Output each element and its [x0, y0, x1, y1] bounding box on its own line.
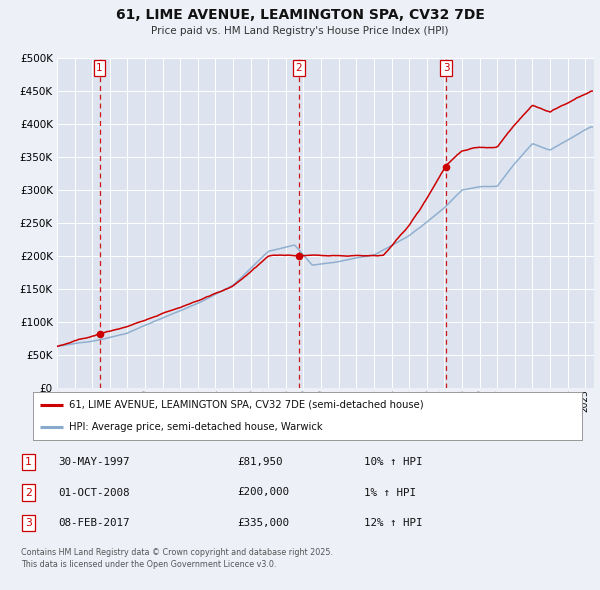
Text: 08-FEB-2017: 08-FEB-2017 — [58, 518, 130, 528]
Text: 3: 3 — [443, 63, 449, 73]
Text: £81,950: £81,950 — [237, 457, 283, 467]
Text: HPI: Average price, semi-detached house, Warwick: HPI: Average price, semi-detached house,… — [68, 422, 322, 432]
Text: 12% ↑ HPI: 12% ↑ HPI — [364, 518, 422, 528]
Text: 61, LIME AVENUE, LEAMINGTON SPA, CV32 7DE (semi-detached house): 61, LIME AVENUE, LEAMINGTON SPA, CV32 7D… — [68, 400, 424, 410]
Text: 1: 1 — [96, 63, 103, 73]
Text: 1: 1 — [25, 457, 32, 467]
Text: Price paid vs. HM Land Registry's House Price Index (HPI): Price paid vs. HM Land Registry's House … — [151, 26, 449, 36]
Text: £200,000: £200,000 — [237, 487, 289, 497]
Text: 1% ↑ HPI: 1% ↑ HPI — [364, 487, 416, 497]
Text: 2: 2 — [296, 63, 302, 73]
Text: 2: 2 — [25, 487, 32, 497]
Text: Contains HM Land Registry data © Crown copyright and database right 2025.
This d: Contains HM Land Registry data © Crown c… — [21, 548, 333, 569]
Text: 01-OCT-2008: 01-OCT-2008 — [58, 487, 130, 497]
Text: 61, LIME AVENUE, LEAMINGTON SPA, CV32 7DE: 61, LIME AVENUE, LEAMINGTON SPA, CV32 7D… — [116, 8, 484, 22]
Text: 30-MAY-1997: 30-MAY-1997 — [58, 457, 130, 467]
Text: 10% ↑ HPI: 10% ↑ HPI — [364, 457, 422, 467]
Text: 3: 3 — [25, 518, 32, 528]
Text: £335,000: £335,000 — [237, 518, 289, 528]
